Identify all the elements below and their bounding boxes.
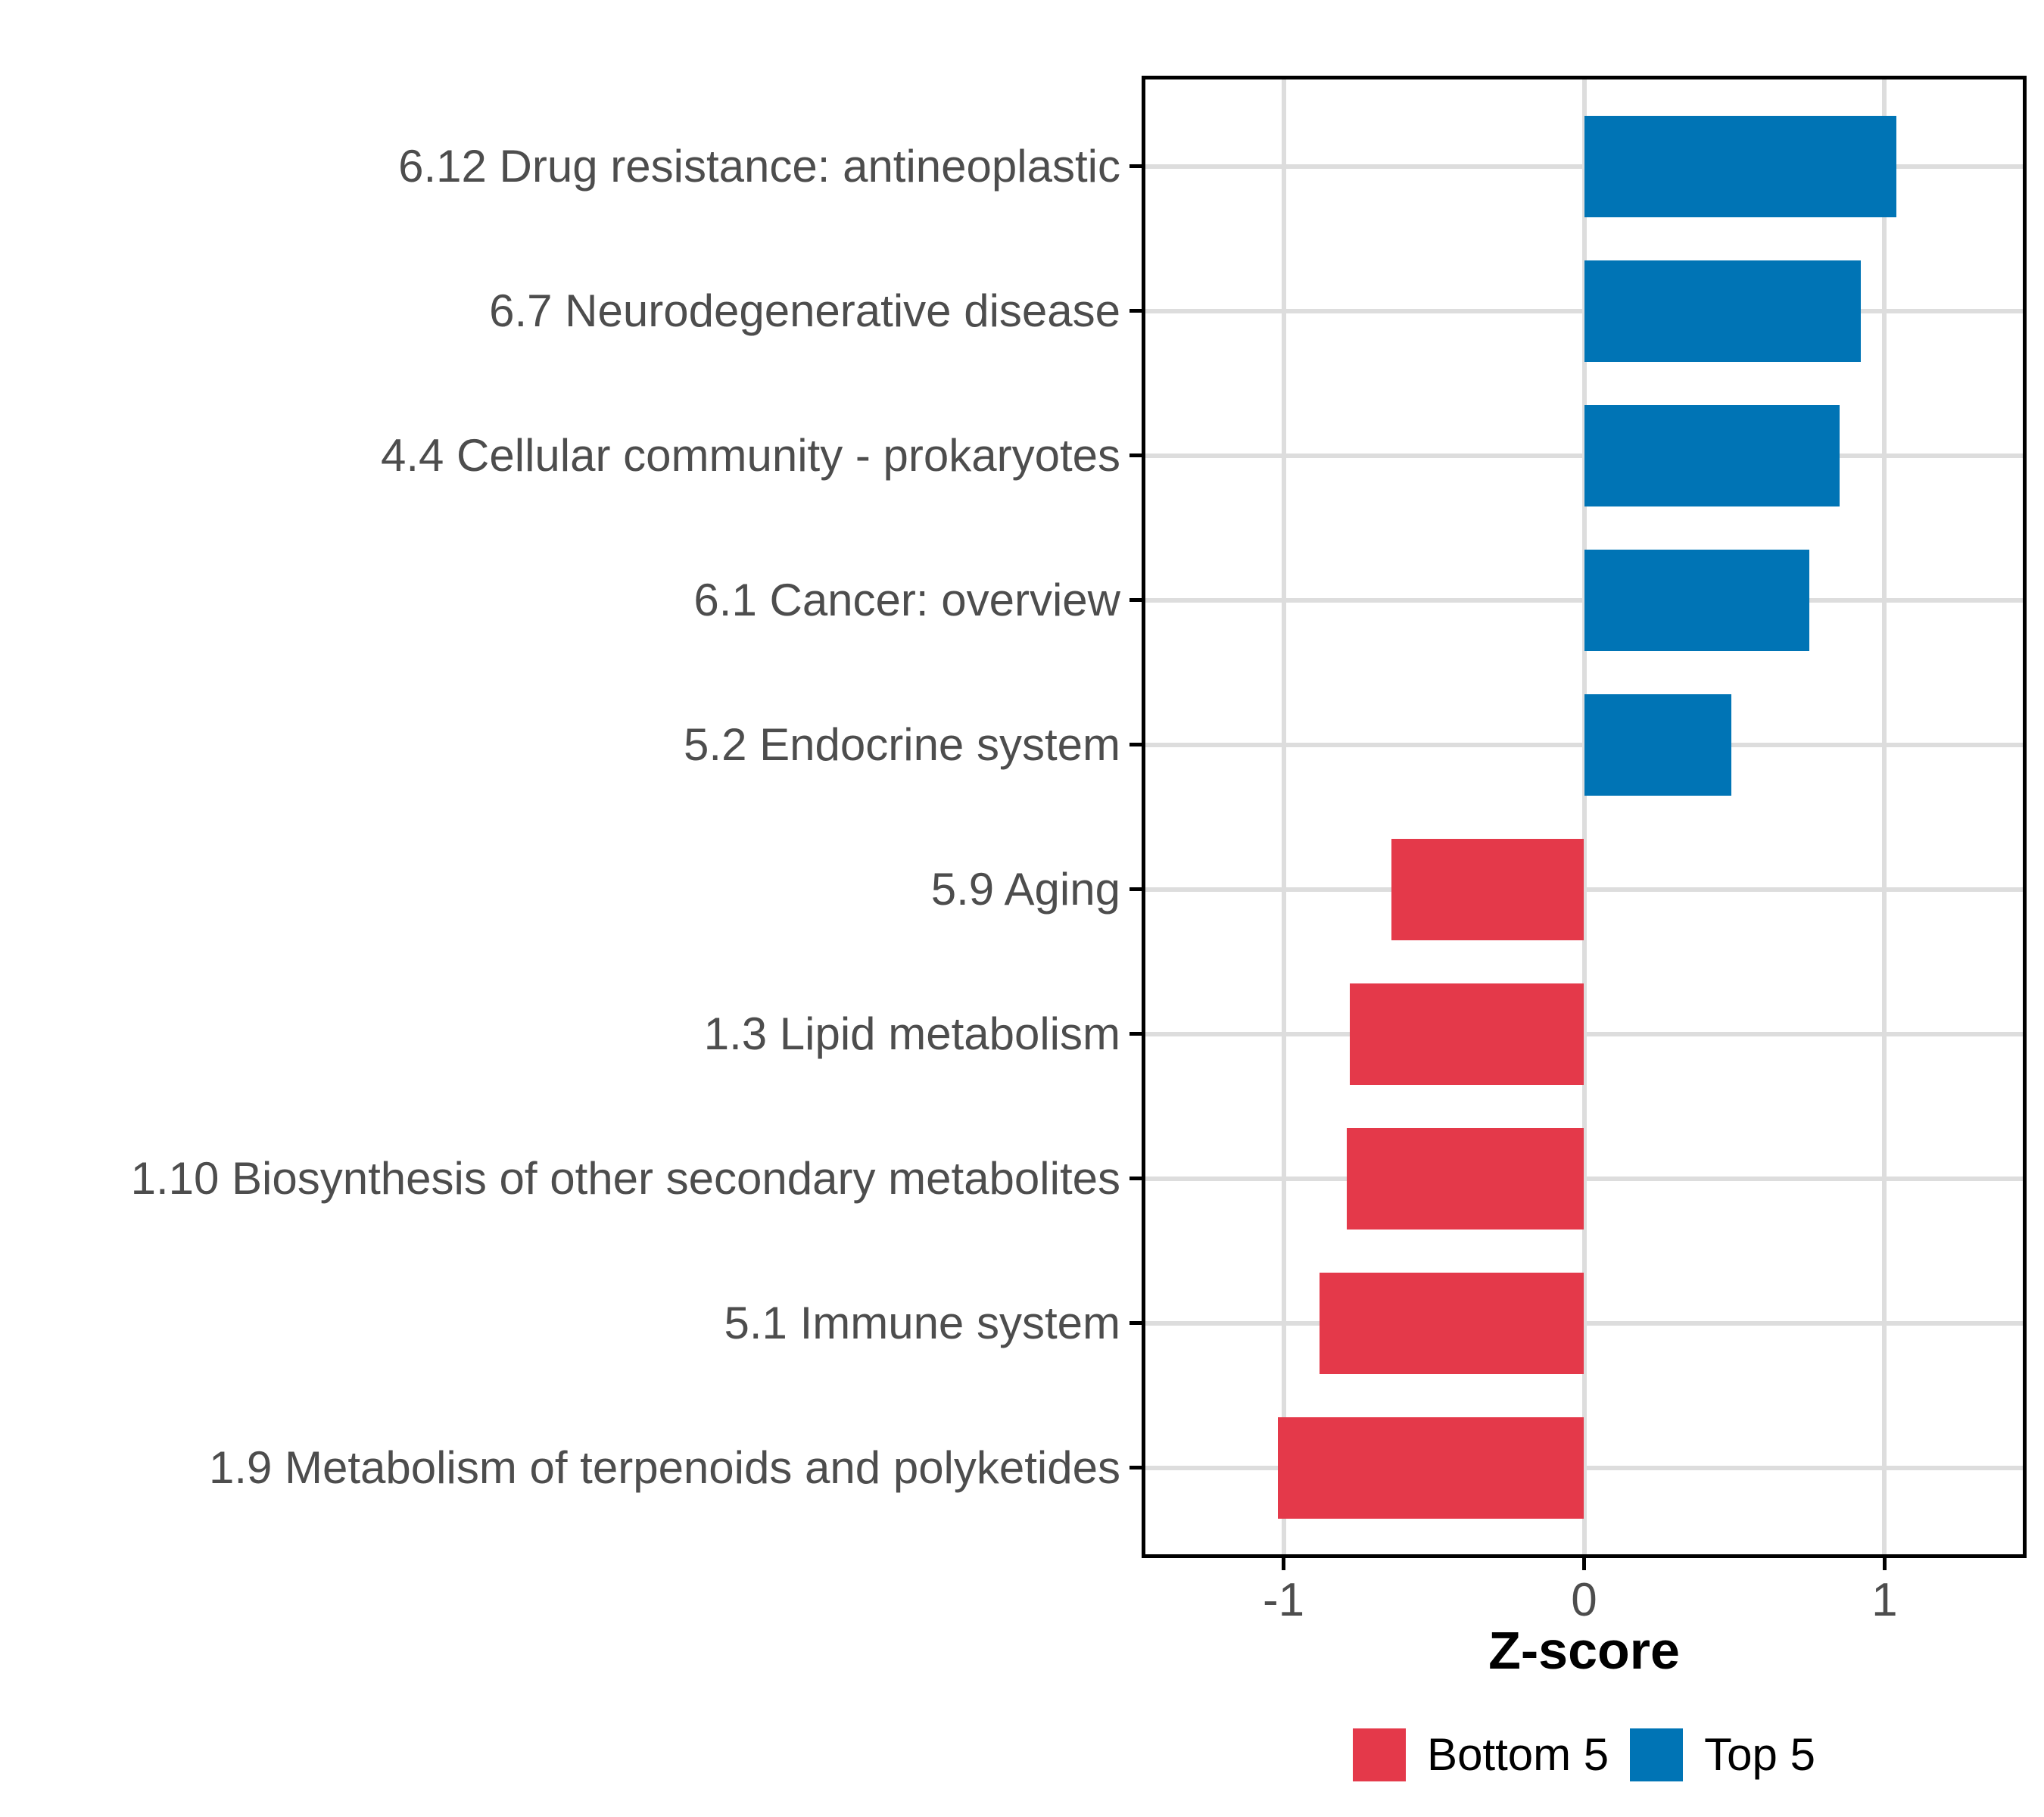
bar: [1584, 549, 1810, 651]
bar: [1584, 115, 1897, 217]
y-axis-tick-mark: [1129, 309, 1142, 313]
legend-entry-bottom5: Bottom 5: [1353, 1728, 1609, 1781]
y-axis-label: 6.12 Drug resistance: antineoplastic: [398, 140, 1120, 192]
bar: [1584, 260, 1861, 362]
bars-layer: [1145, 79, 2023, 1554]
x-axis-tick-label: 0: [1571, 1574, 1597, 1626]
y-axis-label: 5.2 Endocrine system: [684, 718, 1120, 770]
y-axis-label: 1.10 Biosynthesis of other secondary met…: [130, 1152, 1120, 1204]
y-axis-tick-mark: [1129, 1177, 1142, 1180]
bar: [1320, 1272, 1584, 1374]
bar: [1349, 983, 1584, 1085]
y-axis-labels: 6.12 Drug resistance: antineoplastic 6.7 …: [0, 79, 1120, 1554]
legend-swatch-top5-icon: [1630, 1728, 1684, 1781]
y-axis-label: 5.1 Immune system: [724, 1297, 1120, 1348]
x-axis-tick-mark: [1582, 1558, 1586, 1570]
y-axis-label: 5.9 Aging: [930, 863, 1120, 915]
v-gridline: [1281, 79, 1286, 1554]
y-axis-label: 1.9 Metabolism of terpenoids and polyket…: [208, 1441, 1120, 1493]
x-axis-tick-mark: [1282, 1558, 1286, 1570]
bar: [1277, 1417, 1584, 1519]
bar: [1391, 838, 1584, 940]
legend-swatch-bottom5-icon: [1353, 1728, 1407, 1781]
x-axis-tick-label: -1: [1263, 1574, 1305, 1626]
y-axis-label: 1.3 Lipid metabolism: [703, 1008, 1120, 1059]
h-gridline: [1145, 887, 2023, 892]
y-axis-label: 6.1 Cancer: overview: [693, 574, 1120, 625]
bar: [1584, 404, 1840, 506]
bar: [1584, 693, 1731, 796]
bar: [1346, 1127, 1584, 1230]
y-axis-label: 4.4 Cellular community - prokaryotes: [380, 429, 1120, 481]
y-axis-tick-mark: [1129, 1466, 1142, 1469]
v-gridline: [1882, 79, 1887, 1554]
plot-panel: [1142, 76, 2027, 1558]
y-axis-tick-mark: [1129, 743, 1142, 746]
y-axis-tick-mark: [1129, 453, 1142, 457]
y-axis-tick-mark: [1129, 1321, 1142, 1325]
legend-entry-top5: Top 5: [1630, 1728, 1815, 1781]
h-gridline: [1145, 1031, 2023, 1036]
legend-label-bottom5: Bottom 5: [1427, 1729, 1609, 1780]
x-axis-tick-mark: [1882, 1558, 1887, 1570]
y-axis-label: 6.7 Neurodegenerative disease: [489, 285, 1120, 336]
v-gridline: [1581, 79, 1587, 1554]
y-axis-tick-mark: [1129, 598, 1142, 602]
x-axis-tick-label: 1: [1871, 1574, 1898, 1626]
y-axis-tick-mark: [1129, 164, 1142, 168]
legend: Bottom 5 Top 5: [1142, 1728, 2027, 1782]
y-axis-tick-mark: [1129, 1032, 1142, 1036]
legend-label-top5: Top 5: [1704, 1729, 1815, 1780]
h-gridline: [1145, 1320, 2023, 1326]
y-axis-tick-mark: [1129, 887, 1142, 891]
h-gridline: [1145, 1465, 2023, 1470]
h-gridline: [1145, 1176, 2023, 1181]
x-axis-title: Z-score: [1488, 1621, 1680, 1680]
